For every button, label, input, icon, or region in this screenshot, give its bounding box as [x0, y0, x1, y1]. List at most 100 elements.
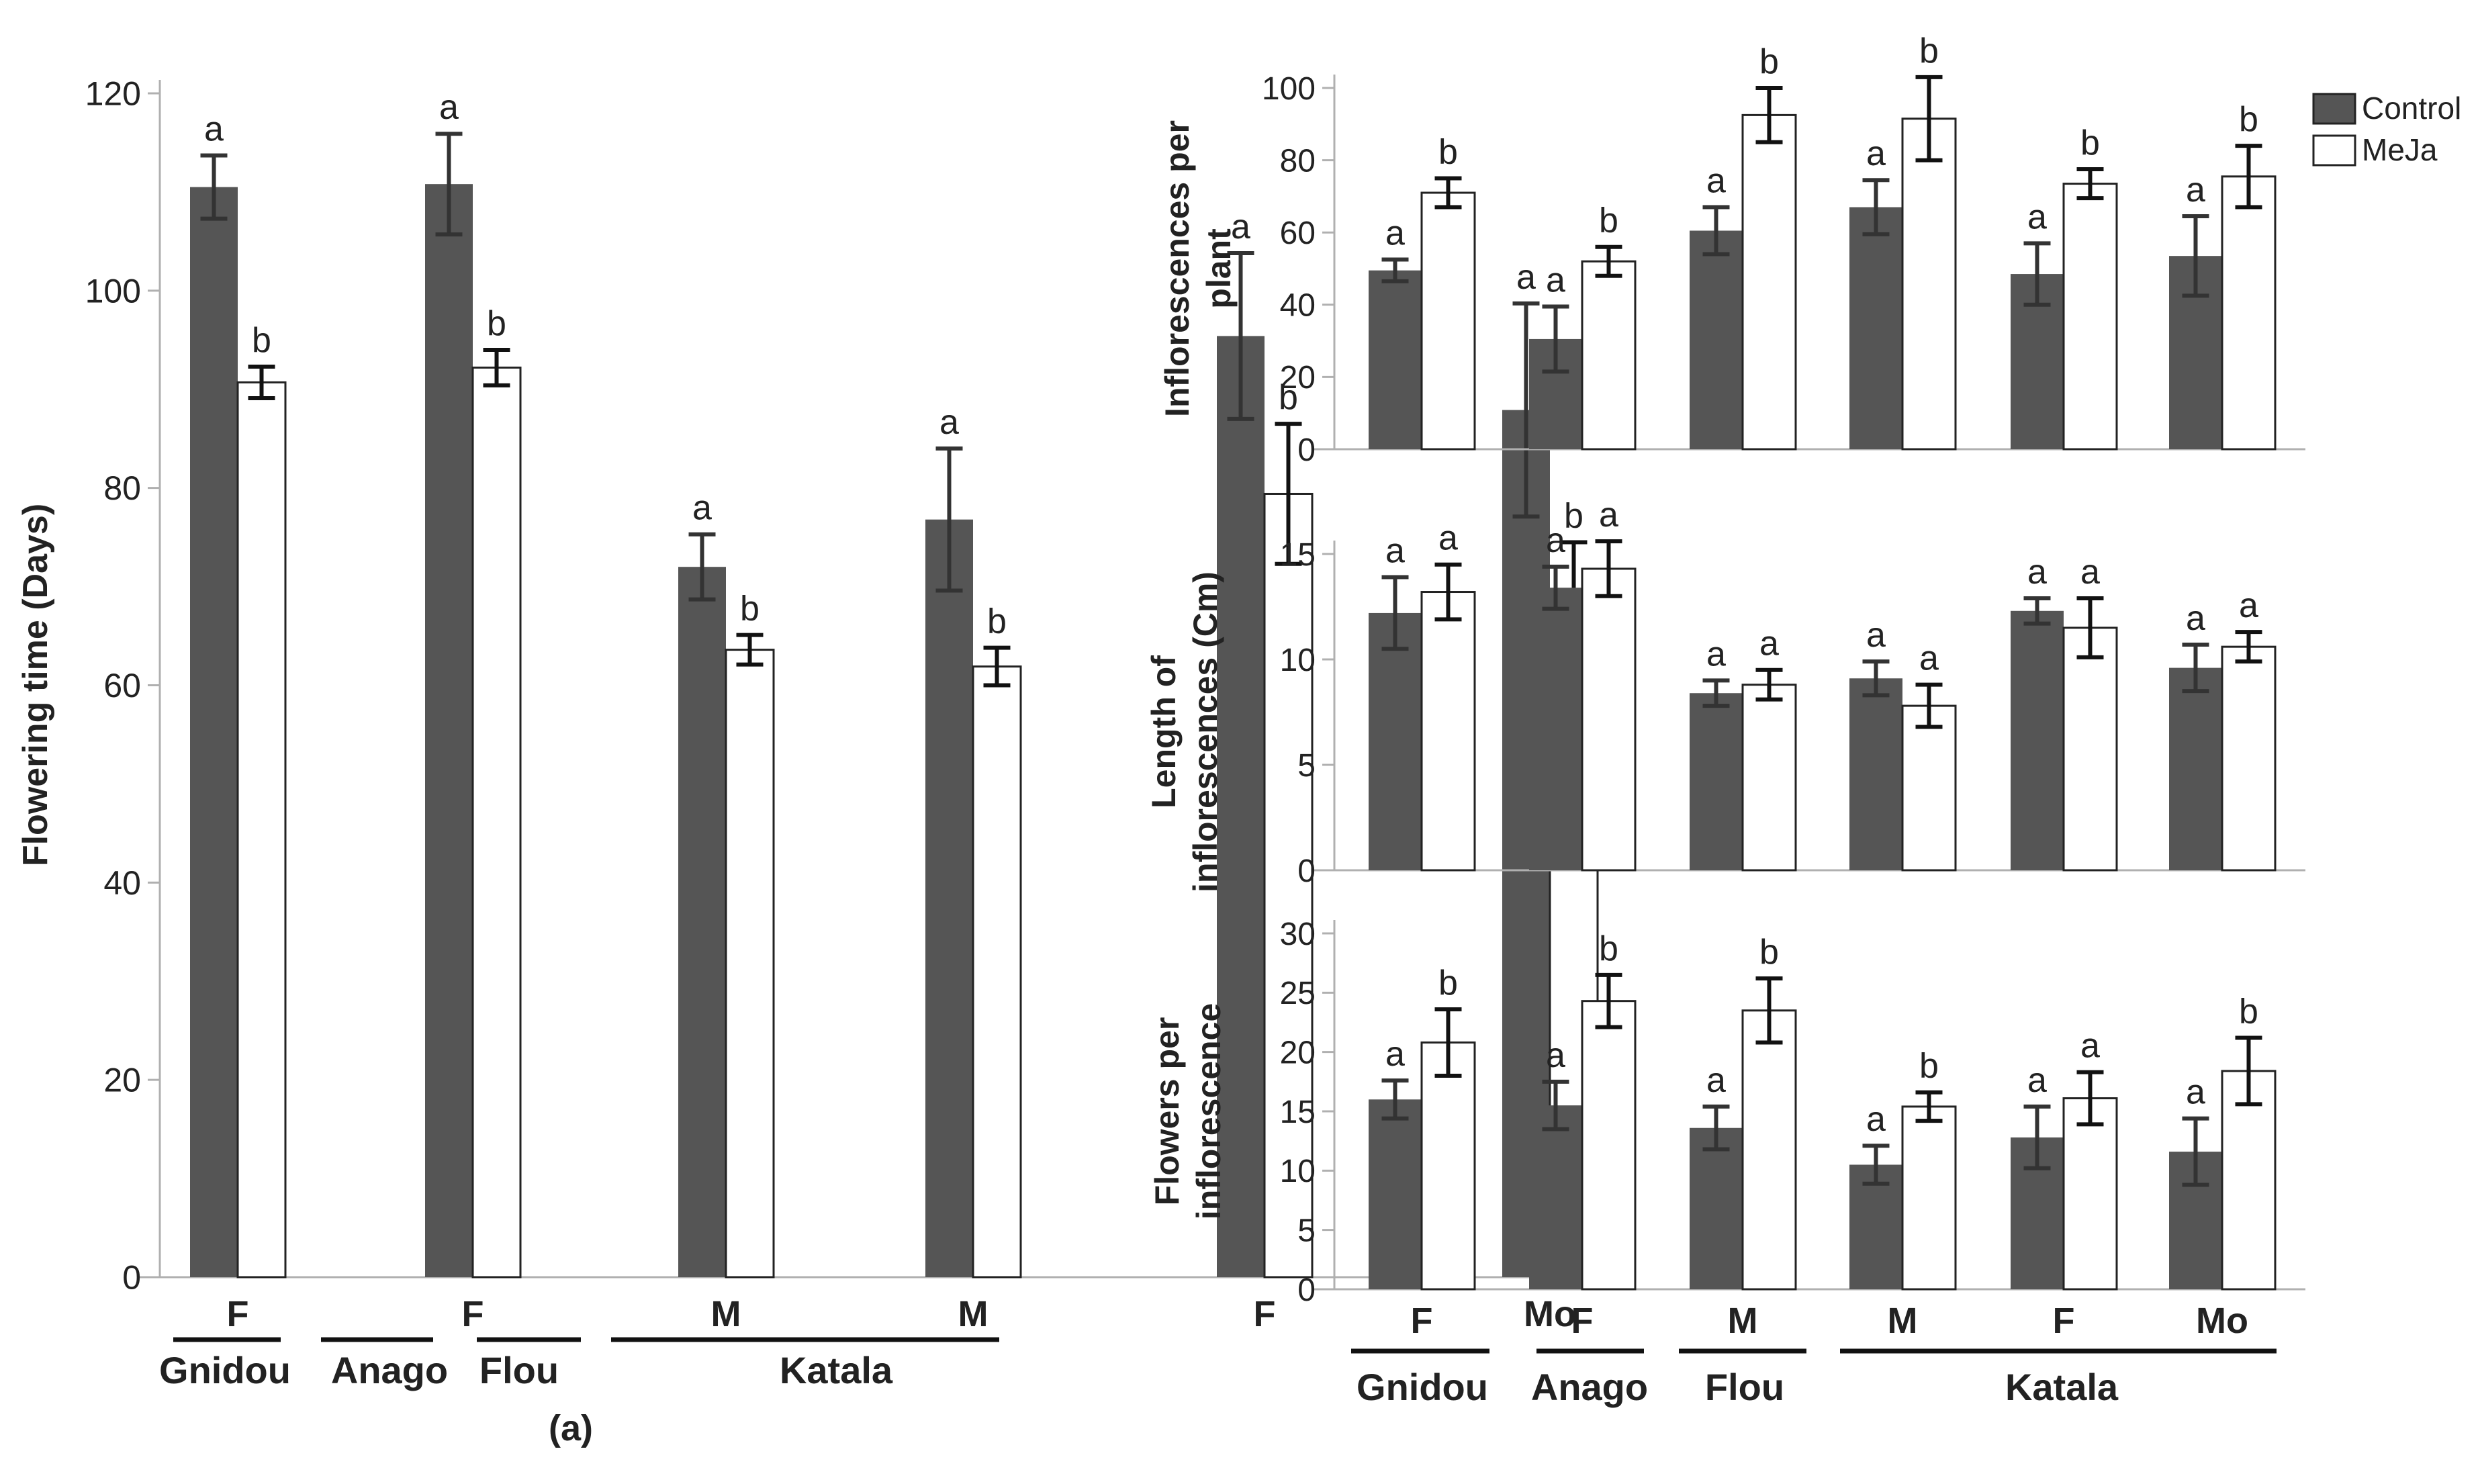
b3-bar-control-1 — [1529, 1105, 1582, 1289]
b3-significance-letter: a — [1546, 1036, 1565, 1075]
b3-y-tick-label: 10 — [1280, 1154, 1316, 1189]
b1-y-tick-label: 40 — [1280, 288, 1316, 324]
legend-label-meja: MeJa — [2362, 132, 2438, 167]
a-group-label: Gnidou — [159, 1349, 291, 1391]
a-y-tick-label: 0 — [122, 1259, 141, 1297]
b2-significance-letter: a — [1546, 521, 1565, 560]
b3-y-tick-label: 20 — [1280, 1035, 1316, 1070]
b1-bar-control-2 — [1690, 230, 1743, 449]
a-category-label: M — [711, 1294, 741, 1334]
b3-bar-meja-4 — [2062, 1097, 2118, 1291]
a-bar-meja-3 — [972, 665, 1022, 1279]
b3-group-label: Flou — [1705, 1366, 1784, 1408]
b3-bar-meja-1 — [1581, 1000, 1637, 1291]
b1-bar-control-3 — [1849, 207, 1902, 449]
a-bar-meja-1 — [471, 366, 522, 1279]
a-bar-meja-4 — [1263, 492, 1314, 1279]
a-y-tick-label: 80 — [103, 469, 141, 507]
b1-significance-letter: a — [2027, 197, 2047, 236]
b2-significance-letter: a — [2186, 599, 2205, 638]
a-group-label: Katala — [780, 1349, 893, 1391]
a-bar-control-4 — [1217, 336, 1265, 1277]
b3-category-label: M — [1728, 1301, 1758, 1341]
b1-bar-meja-1 — [1581, 260, 1637, 451]
b2-significance-letter: a — [1866, 616, 1886, 655]
legend-label-control: Control — [2362, 91, 2461, 126]
a-significance-letter: b — [740, 590, 760, 629]
a-category-label: M — [958, 1294, 989, 1334]
b2-bar-control-3 — [1849, 678, 1902, 870]
b1-bar-meja-5 — [2221, 175, 2277, 451]
b3-significance-letter: b — [1599, 929, 1618, 968]
a-y-tick-label: 20 — [103, 1062, 141, 1099]
b3-y-tick-label: 30 — [1280, 917, 1316, 952]
b3-y-axis-label: Flowers per inflorescence — [1148, 1003, 1228, 1219]
b1-significance-letter: b — [1599, 201, 1618, 240]
b2-bar-meja-5 — [2221, 645, 2277, 872]
b3-y-tick-label: 15 — [1280, 1095, 1316, 1130]
b3-category-label: F — [2053, 1301, 2075, 1341]
b3-significance-letter: b — [1438, 964, 1458, 1003]
b1-significance-letter: b — [1438, 133, 1458, 172]
b1-bar-meja-0 — [1420, 191, 1476, 451]
b2-bar-control-2 — [1690, 693, 1743, 870]
b2-bar-control-1 — [1529, 588, 1582, 870]
b1-y-tick-label: 0 — [1297, 432, 1316, 468]
a-significance-letter: b — [987, 602, 1007, 641]
b3-group-label: Anago — [1531, 1366, 1648, 1408]
a-bar-control-0 — [190, 187, 238, 1278]
b3-significance-letter: a — [2080, 1027, 2100, 1066]
b1-significance-letter: b — [1759, 42, 1779, 81]
a-bar-control-3 — [925, 519, 973, 1278]
a-bar-meja-2 — [725, 649, 775, 1279]
b3-group-label: Gnidou — [1357, 1366, 1488, 1408]
b2-bar-meja-1 — [1581, 567, 1637, 872]
a-y-tick-label: 40 — [103, 864, 141, 902]
b1-y-tick-label: 20 — [1280, 360, 1316, 396]
a-significance-letter: b — [1279, 378, 1298, 417]
a-y-axis-label: Flowering time (Days) — [16, 504, 55, 866]
a-significance-letter: b — [252, 321, 271, 360]
b1-significance-letter: a — [1385, 214, 1405, 253]
b3-bar-meja-3 — [1901, 1105, 1957, 1291]
a-category-label: F — [462, 1294, 484, 1334]
b1-significance-letter: b — [2080, 124, 2100, 163]
a-y-tick-label: 120 — [85, 75, 141, 113]
b3-significance-letter: b — [2239, 992, 2258, 1031]
b1-y-tick-label: 100 — [1262, 71, 1316, 107]
b3-category-label: M — [1888, 1301, 1918, 1341]
legend-swatch-meja — [2312, 134, 2356, 167]
b3-significance-letter: a — [2186, 1073, 2205, 1112]
b2-significance-letter: a — [1759, 624, 1779, 663]
b2-y-tick-label: 0 — [1297, 853, 1316, 889]
a-bar-control-2 — [678, 567, 726, 1278]
a-significance-letter: a — [439, 88, 459, 127]
b3-significance-letter: b — [1919, 1047, 1939, 1086]
a-significance-letter: a — [692, 489, 712, 528]
b2-significance-letter: a — [2027, 553, 2047, 592]
b3-bar-meja-5 — [2221, 1070, 2277, 1291]
b2-bar-meja-3 — [1901, 704, 1957, 872]
b2-y-tick-label: 15 — [1280, 537, 1316, 573]
b2-bar-meja-0 — [1420, 591, 1476, 872]
b3-significance-letter: a — [1866, 1100, 1886, 1139]
b1-significance-letter: a — [2186, 171, 2205, 210]
b3-significance-letter: a — [2027, 1061, 2047, 1100]
a-significance-letter: a — [1231, 207, 1250, 246]
a-group-label: Flou — [479, 1349, 559, 1391]
a-bar-meja-0 — [236, 381, 287, 1279]
b2-significance-letter: a — [1706, 635, 1726, 674]
b2-significance-letter: a — [1599, 496, 1618, 535]
a-significance-letter: a — [939, 403, 959, 442]
b2-significance-letter: a — [2080, 553, 2100, 592]
a-y-tick-label: 100 — [85, 272, 141, 310]
b3-category-label: F — [1571, 1301, 1594, 1341]
b1-y-tick-label: 80 — [1280, 143, 1316, 179]
b1-bar-meja-2 — [1741, 113, 1797, 451]
b3-group-label: Katala — [2005, 1366, 2119, 1408]
b1-significance-letter: b — [1919, 32, 1939, 71]
a-panel-label: (a) — [549, 1408, 593, 1448]
b3-y-tick-label: 25 — [1280, 976, 1316, 1011]
b2-bar-control-5 — [2169, 667, 2222, 870]
b1-significance-letter: b — [2239, 100, 2258, 139]
